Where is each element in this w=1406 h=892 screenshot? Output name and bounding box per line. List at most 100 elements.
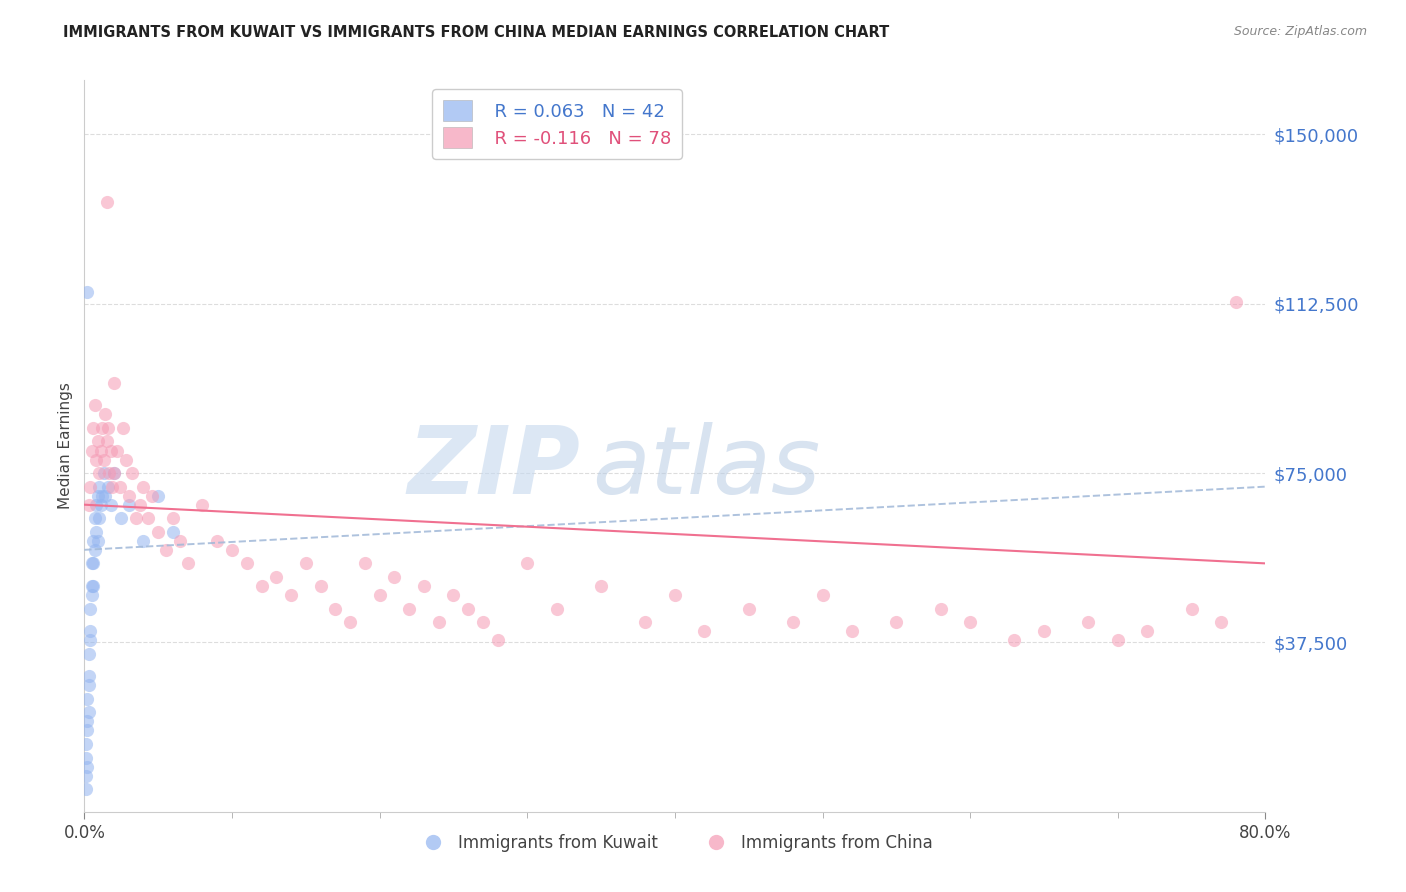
Point	[77, 647, 100, 661]
Point	[546, 601, 568, 615]
Point	[75, 769, 97, 783]
Point	[486, 633, 509, 648]
Point	[103, 466, 125, 480]
Point	[91, 421, 114, 435]
Point	[929, 601, 952, 615]
Point	[77, 498, 100, 512]
Point	[111, 421, 134, 435]
Point	[155, 542, 177, 557]
Point	[82, 421, 104, 435]
Point	[87, 466, 111, 480]
Point	[693, 624, 716, 639]
Point	[266, 570, 288, 584]
Point	[84, 452, 107, 467]
Point	[83, 511, 105, 525]
Point	[97, 480, 120, 494]
Point	[634, 615, 657, 629]
Point	[82, 533, 104, 548]
Point	[76, 691, 98, 706]
Point	[108, 480, 131, 494]
Point	[738, 601, 761, 615]
Point	[516, 557, 538, 571]
Point	[664, 588, 686, 602]
Point	[132, 533, 155, 548]
Point	[443, 588, 465, 602]
Point	[93, 466, 115, 480]
Point	[129, 498, 152, 512]
Point	[121, 466, 143, 480]
Point	[125, 511, 148, 525]
Point	[325, 601, 347, 615]
Point	[427, 615, 450, 629]
Point	[79, 480, 101, 494]
Point	[162, 511, 184, 525]
Point	[1136, 624, 1159, 639]
Point	[339, 615, 361, 629]
Point	[250, 579, 273, 593]
Point	[80, 579, 103, 593]
Point	[221, 542, 243, 557]
Point	[472, 615, 495, 629]
Point	[457, 601, 479, 615]
Point	[96, 434, 118, 449]
Point	[103, 376, 125, 390]
Point	[82, 579, 104, 593]
Point	[886, 615, 908, 629]
Point	[141, 489, 163, 503]
Point	[1077, 615, 1099, 629]
Legend: Immigrants from Kuwait, Immigrants from China: Immigrants from Kuwait, Immigrants from …	[411, 827, 939, 858]
Point	[76, 723, 98, 738]
Point	[191, 498, 214, 512]
Point	[398, 601, 420, 615]
Point	[94, 489, 117, 503]
Point	[132, 480, 155, 494]
Point	[83, 398, 105, 412]
Point	[103, 466, 125, 480]
Point	[280, 588, 302, 602]
Point	[169, 533, 191, 548]
Point	[80, 557, 103, 571]
Point	[295, 557, 318, 571]
Y-axis label: Median Earnings: Median Earnings	[58, 383, 73, 509]
Point	[959, 615, 981, 629]
Point	[94, 408, 117, 422]
Point	[1211, 615, 1233, 629]
Point	[118, 489, 141, 503]
Point	[75, 750, 97, 764]
Point	[148, 524, 170, 539]
Point	[1225, 294, 1247, 309]
Point	[83, 542, 105, 557]
Point	[75, 737, 97, 751]
Point	[1107, 633, 1129, 648]
Point	[91, 489, 114, 503]
Point	[79, 601, 101, 615]
Point	[309, 579, 332, 593]
Point	[811, 588, 834, 602]
Point	[177, 557, 200, 571]
Point	[93, 452, 115, 467]
Text: ZIP: ZIP	[408, 422, 581, 514]
Point	[413, 579, 436, 593]
Point	[114, 452, 136, 467]
Point	[100, 443, 122, 458]
Point	[77, 669, 100, 683]
Text: IMMIGRANTS FROM KUWAIT VS IMMIGRANTS FROM CHINA MEDIAN EARNINGS CORRELATION CHAR: IMMIGRANTS FROM KUWAIT VS IMMIGRANTS FRO…	[63, 25, 890, 40]
Point	[96, 195, 118, 210]
Point	[98, 466, 121, 480]
Point	[76, 714, 98, 729]
Point	[80, 588, 103, 602]
Point	[105, 443, 128, 458]
Point	[354, 557, 377, 571]
Point	[110, 511, 132, 525]
Text: Source: ZipAtlas.com: Source: ZipAtlas.com	[1233, 25, 1367, 38]
Point	[236, 557, 259, 571]
Point	[148, 489, 170, 503]
Point	[207, 533, 229, 548]
Point	[87, 480, 111, 494]
Text: atlas: atlas	[592, 423, 821, 514]
Point	[86, 434, 108, 449]
Point	[90, 443, 112, 458]
Point	[79, 633, 101, 648]
Point	[87, 511, 111, 525]
Point	[82, 557, 104, 571]
